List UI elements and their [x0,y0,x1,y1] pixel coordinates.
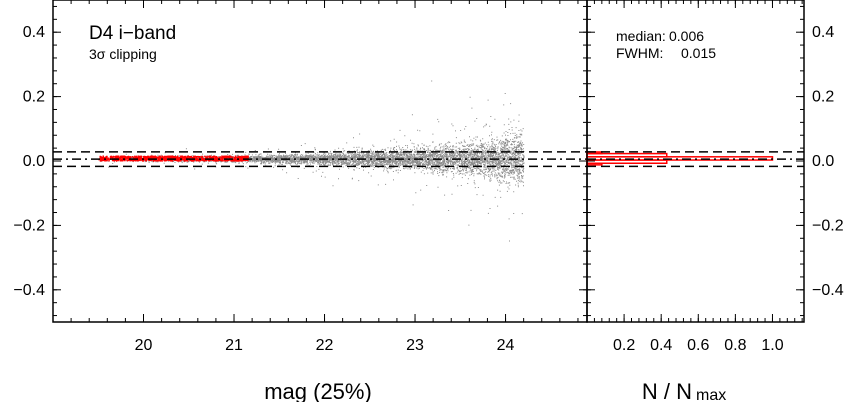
right-x-axis-label-subscript: max [696,387,726,402]
left-y-tick-label: −0.4 [13,282,45,299]
grey-scatter-points [100,80,525,242]
right-y-tick-label: 0.4 [812,24,834,41]
right-panel: 0.2 0.4 0.6 0.8 1.0 0.4 0.2 0.0 −0.2 −0.4 median… [586,0,844,402]
right-reference-lines [587,151,804,168]
left-x-tick-label: 23 [406,337,424,354]
right-y-ticks: 0.4 0.2 0.0 −0.2 −0.4 [587,5,844,317]
right-x-tick-label: 0.2 [613,337,635,354]
left-x-tick-label: 20 [135,337,153,354]
right-x-axis-label: N / N [642,379,692,402]
median-value: 0.006 [669,28,704,44]
right-y-tick-label: −0.4 [812,282,844,299]
left-y-tick-label: −0.2 [13,217,45,234]
right-x-tick-label: 0.4 [650,337,672,354]
left-y-tick-label: 0.4 [23,24,45,41]
fwhm-value: 0.015 [681,45,716,61]
left-x-tick-label: 24 [497,337,515,354]
fwhm-label: FWHM: [616,45,663,61]
left-x-ticks: 20 21 22 23 24 [70,0,579,354]
left-x-tick-label: 21 [225,337,243,354]
left-y-tick-label: 0.2 [23,89,45,106]
left-reference-lines [53,151,587,168]
right-x-tick-label: 1.0 [761,337,783,354]
left-x-tick-label: 22 [316,337,334,354]
right-y-tick-label: 0.2 [812,89,834,106]
histogram-bar [586,162,603,166]
panel-subtitle: 3σ clipping [89,46,157,62]
right-x-ticks: 0.2 0.4 0.6 0.8 1.0 [593,0,803,354]
left-y-ticks: 0.4 0.2 0.0 −0.2 −0.4 [13,5,587,317]
left-x-axis-label: mag (25%) [264,379,372,402]
panel-title: D4 i−band [89,23,176,44]
left-y-tick-label: 0.0 [23,153,45,170]
right-x-tick-label: 0.8 [724,337,746,354]
left-scatter-points [100,80,525,242]
right-y-tick-label: −0.2 [812,217,844,234]
median-label: median: [616,28,666,44]
right-y-tick-label: 0.0 [812,153,834,170]
right-x-tick-label: 0.6 [687,337,709,354]
left-panel: 20 21 22 23 24 0.4 0.2 0.0 −0.2 −0.4 D4 i−band 3… [13,0,588,402]
